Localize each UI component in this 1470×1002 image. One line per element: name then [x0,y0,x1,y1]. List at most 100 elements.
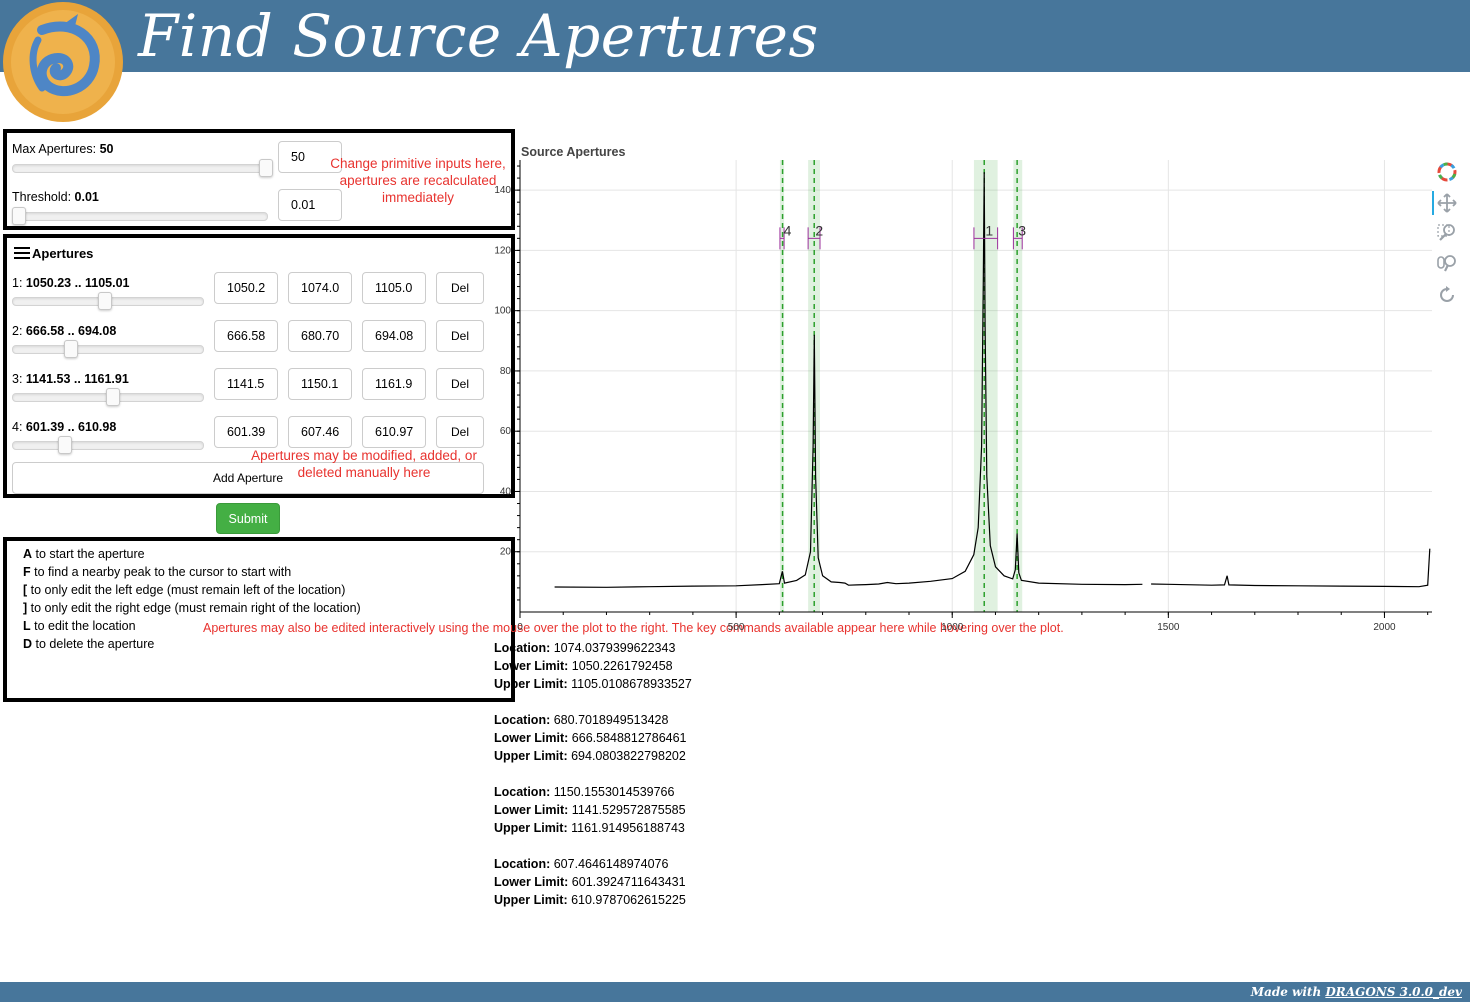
aperture-range-slider[interactable] [12,441,204,450]
page-title: Find Source Apertures [138,2,819,70]
aperture-slider-handle[interactable] [64,340,78,358]
location-line: Location: 1150.1553014539766 [494,785,675,799]
aperture-range-slider[interactable] [12,345,204,354]
y-tick-label: 20 [500,547,512,558]
location-line: Location: 680.7018949513428 [494,713,669,727]
aperture-lower-input[interactable] [214,272,278,304]
key-commands-panel: A to start the aperture F to find a nearb… [3,537,1064,702]
y-tick-label: 80 [500,366,512,377]
aperture-lower-input[interactable] [214,320,278,352]
threshold-label: Threshold: 0.01 [12,190,99,204]
y-tick-label: 140 [494,185,511,196]
max-apertures-slider[interactable] [12,164,268,173]
y-tick-label: 60 [500,426,512,437]
aperture-label: 3 [1018,222,1026,238]
key-command-item: D to delete the aperture [23,637,155,651]
aperture-upper-input[interactable] [362,368,426,400]
aperture-lower-input[interactable] [214,416,278,448]
aperture-info-block: Location: 1074.0379399622343 Lower Limit:… [494,639,692,693]
aperture-info-block: Location: 607.4646148974076 Lower Limit: … [494,855,686,909]
delete-aperture-button[interactable]: Del [436,320,484,352]
threshold-slider[interactable] [12,212,268,221]
bokeh-logo-icon[interactable] [1437,162,1457,182]
parameters-note: Change primitive inputs here, apertures … [330,156,506,205]
lower-limit-line: Lower Limit: 666.5848812786461 [494,731,687,745]
spectrum-line [554,172,1143,588]
y-tick-label: 100 [494,306,511,317]
x-tick-label: 1500 [1157,622,1180,633]
delete-aperture-button[interactable]: Del [436,416,484,448]
threshold-value: 0.01 [74,190,99,204]
dragons-logo [3,2,123,122]
aperture-label: 1 [985,222,993,238]
aperture-lower-input[interactable] [214,368,278,400]
location-line: Location: 607.4646148974076 [494,857,669,871]
upper-limit-line: Upper Limit: 694.0803822798202 [494,749,686,763]
x-tick-label: 2000 [1373,622,1396,633]
lower-limit-line: Lower Limit: 1141.529572875585 [494,803,686,817]
upper-limit-line: Upper Limit: 610.9787062615225 [494,893,686,907]
wheel-zoom-icon[interactable] [1437,253,1457,273]
aperture-location-input[interactable] [288,320,352,352]
aperture-upper-input[interactable] [362,320,426,352]
lower-limit-line: Lower Limit: 601.3924711643431 [494,875,686,889]
y-tick-label: 120 [494,245,511,256]
location-line: Location: 1074.0379399622343 [494,641,676,655]
pan-icon[interactable] [1437,193,1457,213]
max-apertures-input[interactable] [278,141,342,173]
max-apertures-value: 50 [99,142,114,156]
threshold-input[interactable] [278,189,342,221]
spectrum-line [1151,548,1431,588]
submit-button[interactable]: Submit [216,503,280,534]
key-command-item: L to edit the location [23,619,136,633]
max-apertures-label: Max Apertures: 50 [12,142,114,156]
hamburger-icon[interactable] [14,247,30,259]
aperture-row-label: 3: 1141.53 .. 1161.91 [12,372,129,386]
reset-icon[interactable] [1437,285,1457,305]
chart-title: Source Apertures [521,145,626,159]
key-command-item: F to find a nearby peak to the cursor to… [23,565,292,579]
aperture-info-block: Location: 1150.1553014539766 Lower Limit:… [494,783,686,837]
upper-limit-line: Upper Limit: 1161.914956188743 [494,821,685,835]
lower-limit-line: Lower Limit: 1050.2261792458 [494,659,673,673]
add-aperture-button[interactable]: Add Aperture [12,462,484,494]
aperture-upper-input[interactable] [362,416,426,448]
key-command-item: A to start the aperture [23,547,145,561]
max-apertures-slider-handle[interactable] [259,159,273,177]
dragons-link[interactable]: DRAGONS 3.0.0_dev [1325,985,1462,999]
delete-aperture-button[interactable]: Del [436,272,484,304]
app-footer: Made with DRAGONS 3.0.0_dev [0,982,1470,1002]
apertures-panel: Apertures 1: 1050.23 .. 1105.01 Del 2: 666… [3,234,515,498]
aperture-location-input[interactable] [288,272,352,304]
aperture-location-input[interactable] [288,368,352,400]
aperture-slider-handle[interactable] [58,436,72,454]
aperture-row-label: 4: 601.39 .. 610.98 [12,420,117,434]
key-commands-note: Apertures may also be edited interactive… [203,621,1064,635]
x-tick-label: 1000 [941,622,964,633]
apertures-title: Apertures [32,246,94,261]
box-zoom-icon[interactable] [1437,222,1457,242]
threshold-slider-handle[interactable] [12,207,26,225]
aperture-row-label: 1: 1050.23 .. 1105.01 [12,276,130,290]
toolbar-active-indicator [1432,191,1434,215]
aperture-info-block: Location: 680.7018949513428 Lower Limit: … [494,711,687,765]
app-header [0,0,1470,72]
x-tick-label: 500 [728,622,745,633]
delete-aperture-button[interactable]: Del [436,368,484,400]
y-tick-label: 40 [500,486,512,497]
aperture-label: 2 [815,222,823,238]
aperture-slider-handle[interactable] [106,388,120,406]
aperture-slider-handle[interactable] [98,292,112,310]
aperture-row-label: 2: 666.58 .. 694.08 [12,324,117,338]
key-command-item: [ to only edit the left edge (must remai… [23,583,346,597]
aperture-label: 4 [784,222,792,238]
footer-text: Made with DRAGONS 3.0.0_dev [1250,985,1462,999]
upper-limit-line: Upper Limit: 1105.0108678933527 [494,677,692,691]
aperture-upper-input[interactable] [362,272,426,304]
key-command-item: ] to only edit the right edge (must rema… [23,601,361,615]
apertures-note: Apertures may be modified, added, or del… [251,448,477,480]
parameters-panel: Max Apertures: 50 Threshold: 0.01 Change… [3,129,515,230]
x-tick-label: 0 [517,622,523,633]
aperture-location-input[interactable] [288,416,352,448]
